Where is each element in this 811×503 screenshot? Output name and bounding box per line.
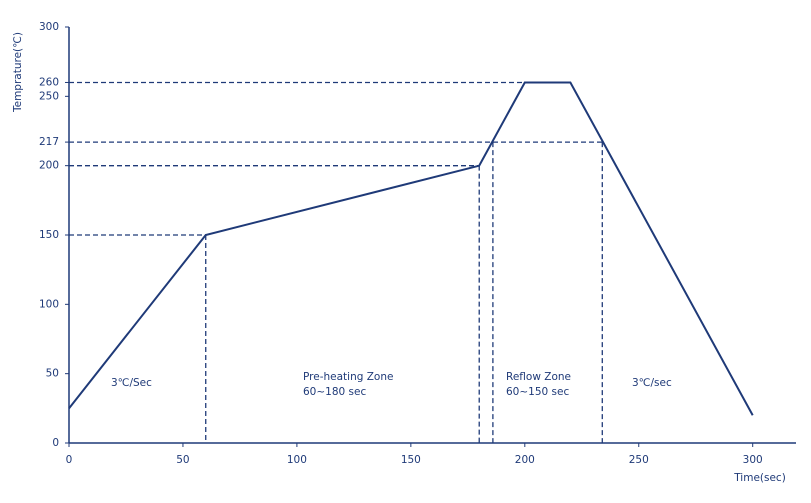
y-tick-label: 200 (39, 160, 59, 172)
x-tick-label: 100 (287, 454, 307, 466)
annotation: 60~150 sec (506, 386, 569, 398)
y-tick-label: 0 (52, 437, 59, 449)
y-tick-label: 217 (39, 136, 59, 148)
annotation: 3℃/sec (632, 377, 672, 389)
x-tick-label: 250 (629, 454, 649, 466)
profile-line (68, 81, 754, 416)
y-axis-label: Temprature(℃) (12, 32, 24, 113)
annotation: 3℃/Sec (111, 377, 152, 389)
y-tick-label: 260 (39, 76, 59, 88)
y-tick-label: 250 (39, 90, 59, 102)
annotation: Reflow Zone (506, 371, 571, 383)
x-tick-label: 300 (743, 454, 763, 466)
x-tick-label: 0 (66, 454, 73, 466)
x-tick-label: 200 (515, 454, 535, 466)
y-tick-label: 50 (46, 368, 59, 380)
annotation: Pre-heating Zone (303, 371, 393, 383)
x-tick-label: 50 (176, 454, 189, 466)
x-axis-label: Time(sec) (733, 472, 786, 484)
annotation: 60~180 sec (303, 386, 366, 398)
x-tick-label: 150 (401, 454, 421, 466)
y-tick-label: 150 (39, 229, 59, 241)
y-tick-label: 100 (39, 298, 59, 310)
y-tick-label: 300 (39, 21, 59, 33)
